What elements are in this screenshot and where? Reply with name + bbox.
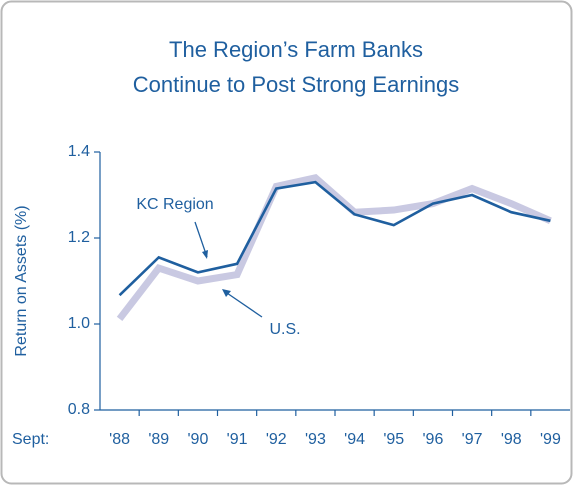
- x-tick-label: '96: [422, 431, 443, 448]
- x-tick-label: '89: [148, 431, 169, 448]
- arrow-head: [222, 289, 231, 297]
- annotation-arrow: [223, 290, 263, 318]
- x-tick-label: '98: [501, 431, 522, 448]
- x-tick-label: '95: [383, 431, 404, 448]
- y-tick-label: 0.8: [68, 401, 90, 418]
- x-tick-label: '97: [462, 431, 483, 448]
- line: [116, 174, 552, 321]
- series-label: KC Region: [136, 196, 213, 213]
- line: [118, 180, 551, 297]
- y-tick-label: 1.0: [68, 315, 90, 332]
- y-tick-label: 1.2: [68, 229, 90, 246]
- x-tick-label: '93: [305, 431, 326, 448]
- x-tick-label: '88: [109, 431, 130, 448]
- x-tick-label: '94: [344, 431, 365, 448]
- x-tick-label: '90: [187, 431, 208, 448]
- x-tick-label: '99: [540, 431, 561, 448]
- chart-title: Continue to Post Strong Earnings: [133, 72, 460, 97]
- chart-title: The Region’s Farm Banks: [169, 37, 423, 62]
- y-tick-label: 1.4: [68, 143, 90, 160]
- series-label: U.S.: [269, 321, 300, 338]
- x-axis-label: Sept:: [12, 431, 49, 448]
- x-tick-label: '92: [266, 431, 287, 448]
- arrow-head: [202, 250, 208, 259]
- x-tick-label: '91: [227, 431, 248, 448]
- y-axis-label: Return on Assets (%): [13, 205, 30, 356]
